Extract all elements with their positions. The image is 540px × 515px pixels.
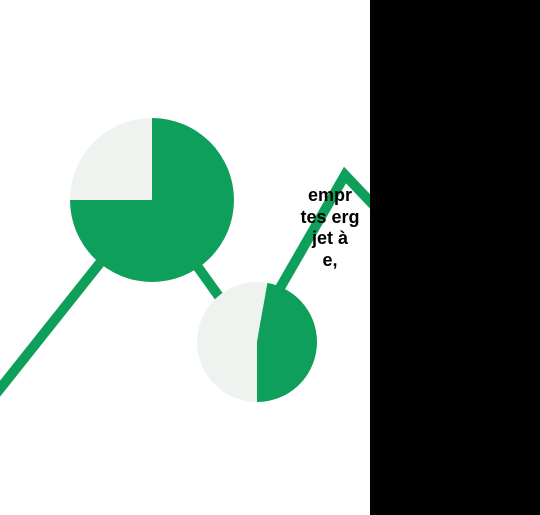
pie-top — [70, 118, 234, 282]
pie-bottom-slice-0 — [197, 282, 267, 402]
pie-bottom-slice-1 — [257, 283, 317, 402]
infographic-svg — [0, 0, 540, 515]
right-black-panel — [370, 0, 540, 515]
pie-bottom — [197, 282, 317, 402]
pie-top-slice-1 — [70, 118, 152, 200]
